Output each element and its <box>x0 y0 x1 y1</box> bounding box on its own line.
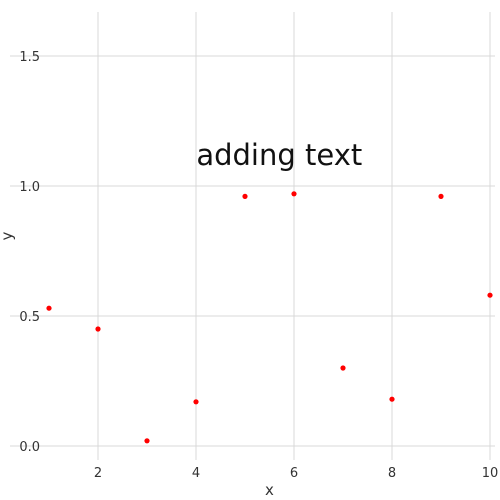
y-tick-label: 1.0 <box>19 180 40 195</box>
y-tick-label: 0.0 <box>19 440 40 455</box>
y-tick-labels: 0.0 0.5 1.0 1.5 <box>19 50 40 455</box>
y-axis-title: y <box>0 231 16 240</box>
y-tick-label: 0.5 <box>19 310 40 325</box>
data-point <box>487 292 493 298</box>
x-gridlines <box>97 12 491 460</box>
data-point <box>389 396 395 402</box>
data-point <box>144 438 150 444</box>
x-tick-label: 10 <box>482 466 499 481</box>
data-points <box>46 191 493 444</box>
x-tick-labels: 2 4 6 8 10 <box>94 466 498 481</box>
data-point <box>193 399 199 405</box>
x-tick-label: 2 <box>94 466 102 481</box>
data-point <box>95 326 101 332</box>
x-tick-label: 8 <box>388 466 396 481</box>
data-point <box>291 191 297 197</box>
x-tick-label: 4 <box>192 466 200 481</box>
x-tick-label: 6 <box>290 466 298 481</box>
data-point <box>242 193 248 199</box>
data-point <box>340 365 346 371</box>
y-gridlines <box>10 55 495 447</box>
data-point <box>46 305 52 311</box>
y-tick-label: 1.5 <box>19 50 40 65</box>
annotation-text: adding text <box>196 138 362 172</box>
x-axis-title: x <box>265 481 274 499</box>
data-point <box>438 193 444 199</box>
